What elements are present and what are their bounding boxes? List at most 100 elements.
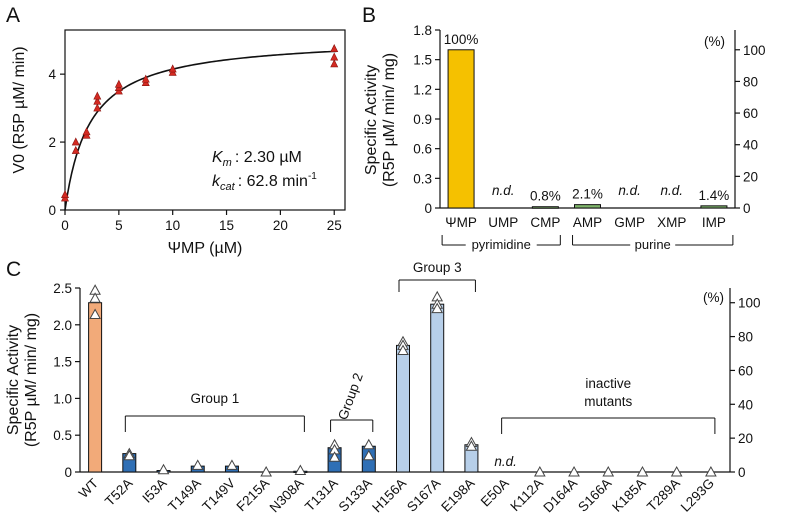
panel-c-replicate-point: [191, 459, 204, 470]
panel-b-y2tick-label: 80: [743, 74, 758, 89]
panel-c-group-label-line2: mutants: [584, 394, 632, 409]
panel-c-replicate-point: [568, 465, 580, 477]
panel-a-data-point: [330, 52, 339, 61]
panel-c-replicate-point: [397, 344, 409, 356]
panel-b-group-label: purine: [635, 237, 671, 252]
panel-c-group-label: Group 1: [190, 391, 239, 406]
panel-c-replicate-point: [89, 292, 101, 303]
panel-a-ytick-label: 0: [48, 203, 56, 218]
kcat-value: : 62.8 min: [238, 173, 308, 190]
panel-c-y2tick-label: 80: [738, 330, 753, 345]
panel-b-ylabel-line1: Specific Activity: [363, 65, 380, 175]
panel-c-bar: [430, 303, 445, 473]
panel-b-category-label: ΨMP: [445, 215, 477, 230]
panel-c-group-label: Group 3: [413, 260, 462, 275]
panel-c-category-label: L293G: [678, 476, 717, 515]
panel-b-chart: 0 0.3 0.6 0.9 1.2 1.5 1.8 0 20 40 60 80 100 ΨMP 100% U…: [363, 23, 766, 252]
panel-c-group-brackets: Group 1 Group 2 Group 3 inactive mutants: [124, 260, 716, 434]
panel-b-group-label: pyrimidine: [472, 237, 531, 252]
panel-a-data-point: [114, 79, 123, 88]
panel-c-y2tick-label: 40: [738, 397, 753, 412]
panel-b-value-label: n.d.: [618, 183, 641, 198]
panel-a-xtick-label: 20: [273, 218, 288, 233]
panel-c-y2tick-label: 0: [738, 465, 746, 480]
panel-b-bar-labels: ΨMP 100% UMP n.d. CMP 0.8% AMP 2.1% GMP n.d. XMP n.…: [444, 32, 730, 230]
panel-c-category-label: E50A: [478, 476, 512, 510]
panel-b-bar: [447, 49, 475, 209]
panel-c-y2tick-label: 60: [738, 363, 753, 378]
panel-b-category-label: CMP: [530, 215, 560, 230]
km-value: : 2.30 µM: [235, 149, 302, 166]
panel-c-ticks: 0 0.5 1.0 1.5 2.0 2.5 0 20 40 60 80 100: [53, 281, 760, 480]
kcat-sup: -1: [308, 171, 317, 182]
panel-c-category-label: T131A: [302, 476, 341, 515]
panel-c-replicate-point: [533, 465, 546, 477]
panel-b-ylabel-line2: (R5P µM/ min/ mg): [381, 53, 398, 187]
panel-a-data-point: [168, 64, 177, 73]
panel-b-ytick-label: 0.9: [413, 112, 432, 127]
kcat-symbol: k: [212, 173, 221, 190]
panel-b-category-label: IMP: [702, 215, 726, 230]
panel-c-category-label: I53A: [139, 476, 169, 506]
panel-b-y2tick-label: 60: [743, 106, 758, 121]
panel-c-ytick-label: 1.5: [53, 355, 72, 370]
panel-b-value-label: n.d.: [661, 183, 684, 198]
panel-b-category-label: XMP: [657, 215, 686, 230]
panel-a-data-point: [71, 137, 80, 146]
panel-b-axes: [439, 30, 736, 209]
panel-c-ylabel-line1: Specific Activity: [5, 325, 22, 435]
panel-c-category-label: T149A: [165, 476, 204, 515]
panel-c-replicate-point: [465, 440, 478, 451]
panel-c-bars: WT T52A I53AT149AT149VF215AN308AT131AS133A…: [76, 302, 717, 516]
panel-a-xtick-label: 15: [219, 218, 234, 233]
panel-a-xtick-label: 5: [115, 218, 123, 233]
panel-c-category-label: WT: [76, 476, 101, 501]
panel-a-xtick-label: 10: [165, 218, 180, 233]
panel-c-y2tick-label: 100: [738, 296, 761, 311]
panel-c-category-label: T52A: [102, 476, 135, 509]
panel-a-ytick-label: 2: [48, 135, 56, 150]
panel-c-category-label: S166A: [575, 476, 614, 515]
panel-a-xlabel: ΨMP (µM): [168, 240, 243, 257]
panel-a-data-point: [93, 91, 102, 100]
panel-letter-b: B: [362, 4, 376, 27]
panel-c-category-label: N308A: [267, 476, 307, 516]
panel-a-fit-curve: [64, 50, 337, 211]
panel-c-replicate-point: [294, 464, 307, 476]
panel-b-y2tick-label: 0: [743, 201, 751, 216]
panel-b-category-label: AMP: [573, 215, 602, 230]
panel-a-data-point: [71, 145, 80, 154]
panel-b-category-label: UMP: [488, 215, 518, 230]
panel-b-category-label: GMP: [614, 215, 645, 230]
panel-c-replicate-points: [89, 284, 717, 477]
panel-c-replicate-point: [670, 465, 683, 477]
panel-b-ytick-label: 1.8: [413, 23, 432, 38]
panel-a-points: [61, 44, 339, 202]
panel-c-ylabel-line2: (R5P µM/ min/ mg): [23, 313, 40, 447]
panel-b-ytick-label: 0: [424, 201, 432, 216]
panel-a-data-point: [82, 127, 91, 136]
panel-b-y2label: (%): [704, 34, 725, 49]
panel-a-data-point: [330, 59, 339, 68]
kcat-sub: cat: [220, 181, 236, 193]
panel-c-replicate-point: [157, 463, 170, 475]
panel-c-replicate-point: [226, 459, 238, 470]
panel-c-category-label: K185A: [609, 476, 648, 515]
panel-b-value-label: n.d.: [492, 183, 515, 198]
panel-b-ytick-label: 0.6: [413, 142, 432, 157]
panel-a-data-point: [93, 96, 102, 105]
panel-c-replicate-point: [362, 438, 375, 450]
panel-c-bar: [396, 344, 410, 473]
panel-b-bars: [447, 49, 728, 209]
panel-c-replicate-point: [602, 465, 615, 477]
panel-a-ylabel: V0 (R5P µM/ min): [11, 46, 28, 173]
panel-letter-a: A: [6, 4, 20, 27]
panel-b-ytick-label: 1.2: [413, 82, 432, 97]
panel-b-y2tick-label: 20: [743, 169, 758, 184]
panel-c-group-label: Group 2: [335, 371, 366, 422]
panel-c-category-label: K112A: [507, 476, 546, 515]
km-annotation: Km: 2.30 µM: [212, 149, 302, 169]
panel-b-value-label: 1.4%: [699, 188, 730, 203]
